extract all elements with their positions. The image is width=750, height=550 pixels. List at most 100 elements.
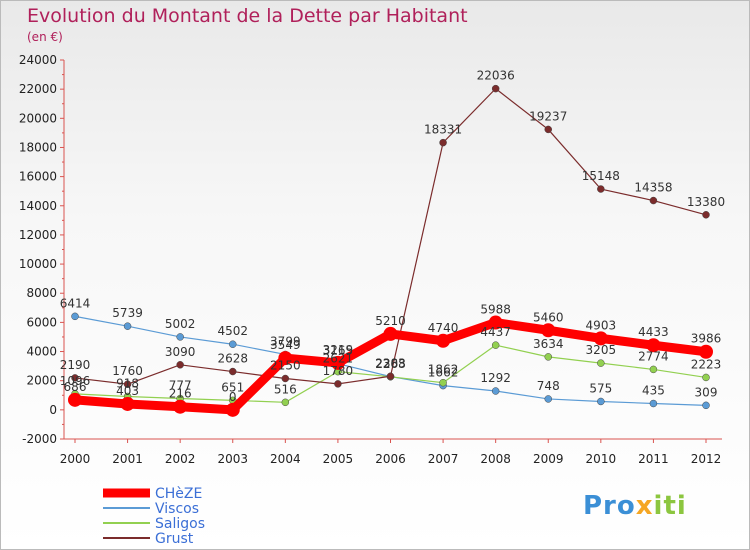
data-point bbox=[491, 387, 500, 395]
brand-logo: Proxiti bbox=[583, 491, 687, 521]
y-tick-label: 10000 bbox=[19, 257, 57, 271]
x-tick-label: 2001 bbox=[112, 452, 143, 466]
data-label: 1780 bbox=[323, 364, 354, 378]
data-label: 2621 bbox=[323, 352, 354, 366]
data-point bbox=[123, 322, 132, 330]
data-point bbox=[229, 367, 237, 376]
data-point bbox=[491, 341, 500, 349]
data-labels: 686 403 216 0 3549 3219 5210 4740 5988 5460 4903 44… bbox=[60, 69, 725, 404]
data-point bbox=[593, 331, 608, 346]
data-label: 3205 bbox=[586, 343, 617, 357]
data-label: 15148 bbox=[582, 169, 620, 183]
data-point bbox=[176, 361, 184, 369]
data-label: 4433 bbox=[638, 325, 669, 339]
data-point bbox=[281, 374, 290, 383]
data-point bbox=[120, 396, 135, 411]
data-point bbox=[386, 372, 395, 381]
y-tick-label: 22000 bbox=[19, 82, 57, 96]
data-label: 2283 bbox=[375, 357, 406, 371]
data-label: 2774 bbox=[638, 349, 669, 363]
data-label: 5210 bbox=[375, 314, 406, 328]
data-label: 3634 bbox=[533, 337, 564, 351]
data-point bbox=[383, 326, 398, 341]
data-label: 777 bbox=[169, 379, 192, 393]
data-label: 5460 bbox=[533, 310, 564, 324]
data-label: 403 bbox=[116, 384, 139, 398]
data-label: 516 bbox=[274, 382, 297, 396]
data-label: 2303 bbox=[375, 356, 406, 370]
data-point bbox=[334, 380, 342, 388]
x-tick-label: 2012 bbox=[691, 452, 722, 466]
x-tick-label: 2009 bbox=[533, 452, 564, 466]
data-label: 5739 bbox=[112, 306, 143, 320]
data-point bbox=[229, 340, 237, 348]
data-label: 435 bbox=[642, 384, 665, 398]
y-tick-label: 2000 bbox=[26, 374, 57, 388]
chart-title: Evolution du Montant de la Dette par Hab… bbox=[27, 5, 468, 27]
data-point bbox=[702, 401, 710, 410]
data-point bbox=[544, 353, 552, 361]
data-point bbox=[597, 185, 605, 193]
data-label: 14358 bbox=[634, 181, 672, 195]
data-point bbox=[68, 392, 82, 407]
data-point bbox=[436, 333, 451, 348]
data-label: 309 bbox=[695, 385, 718, 399]
y-tick-label: 8000 bbox=[26, 286, 57, 300]
data-label: 2150 bbox=[270, 359, 301, 373]
legend-label-3: Grust bbox=[155, 531, 194, 547]
axes: -2000 0 2000 4000 6000 8000 10000 12000 14000 160… bbox=[19, 53, 722, 466]
data-point bbox=[699, 344, 713, 359]
data-label: 18331 bbox=[424, 123, 462, 137]
data-label: 2190 bbox=[60, 358, 91, 372]
data-point bbox=[123, 380, 132, 388]
data-point bbox=[71, 374, 79, 382]
data-point bbox=[649, 365, 658, 374]
legend-label-0: CHèZE bbox=[155, 486, 202, 502]
y-tick-label: 6000 bbox=[26, 315, 57, 329]
data-label: 3165 bbox=[323, 344, 354, 358]
data-point bbox=[281, 398, 290, 407]
data-point bbox=[439, 138, 447, 147]
y-tick-label: 18000 bbox=[19, 140, 57, 154]
data-label: 0 bbox=[229, 390, 237, 404]
data-point bbox=[646, 338, 661, 353]
y-tick-label: 14000 bbox=[19, 199, 57, 213]
data-label: 4437 bbox=[480, 325, 511, 339]
data-point bbox=[278, 351, 293, 366]
x-tick-label: 2006 bbox=[375, 452, 406, 466]
legend-label-2: Saligos bbox=[155, 516, 205, 532]
x-tick-label: 2004 bbox=[270, 452, 301, 466]
data-label: 918 bbox=[116, 376, 139, 390]
data-point bbox=[597, 359, 605, 367]
data-label: 216 bbox=[169, 387, 192, 401]
data-label: 3090 bbox=[165, 345, 196, 359]
data-label: 1662 bbox=[428, 366, 459, 380]
y-tick-label: 12000 bbox=[19, 228, 57, 242]
data-label: 575 bbox=[589, 381, 612, 395]
data-label: 651 bbox=[221, 380, 244, 394]
y-tick-label: 0 bbox=[49, 403, 57, 417]
data-label: 6414 bbox=[60, 296, 91, 310]
data-point bbox=[544, 125, 552, 134]
data-label: 19237 bbox=[529, 109, 567, 123]
data-point bbox=[702, 373, 710, 382]
data-label: 3549 bbox=[270, 338, 301, 352]
data-point bbox=[225, 402, 240, 417]
data-point bbox=[544, 395, 552, 403]
data-label: 1862 bbox=[428, 363, 459, 377]
data-point bbox=[439, 378, 447, 387]
data-label: 4502 bbox=[217, 324, 248, 338]
data-label: 3799 bbox=[270, 334, 301, 348]
x-tick-label: 2007 bbox=[428, 452, 459, 466]
data-label: 4740 bbox=[428, 321, 459, 335]
data-point bbox=[330, 355, 345, 370]
data-label: 2268 bbox=[375, 357, 406, 371]
x-tick-label: 2008 bbox=[480, 452, 511, 466]
y-tick-label: 16000 bbox=[19, 170, 57, 184]
data-point bbox=[491, 84, 500, 93]
data-label: 1292 bbox=[480, 371, 511, 385]
y-tick-label: -2000 bbox=[22, 432, 57, 446]
